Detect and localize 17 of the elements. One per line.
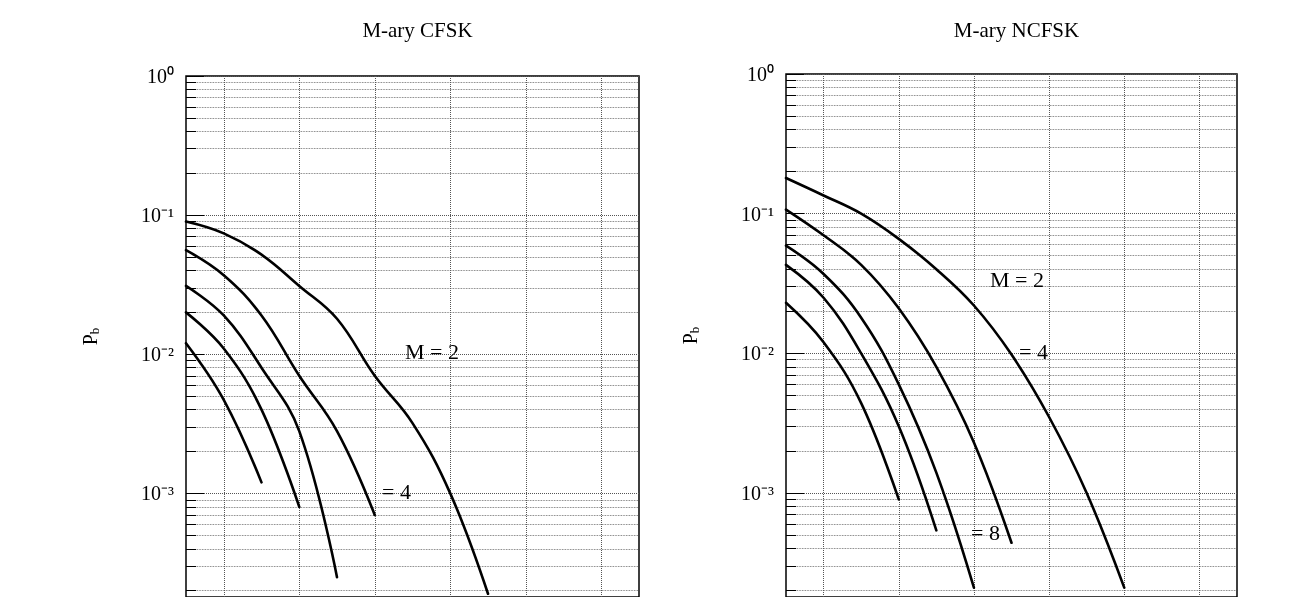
chart-title: M-ary NCFSK <box>953 17 1080 42</box>
y-tick-label: 10⁻³ <box>741 481 774 504</box>
y-axis-title: Pb <box>78 327 102 346</box>
annotation: M = 2 <box>405 338 459 364</box>
annotation: = 8 <box>971 519 1000 545</box>
y-tick-label: 10⁻² <box>741 342 774 365</box>
annotation: = 4 <box>1019 338 1048 364</box>
y-tick-label: 10⁰ <box>147 65 174 87</box>
y-tick-label: 10⁻² <box>141 343 174 366</box>
annotation: = 4 <box>382 478 411 504</box>
y-tick-label: 10⁰ <box>747 63 774 85</box>
y-tick-label: 10⁻¹ <box>141 204 174 227</box>
annotation: M = 2 <box>990 266 1044 292</box>
chart-title: M-ary CFSK <box>362 17 473 42</box>
y-tick-label: 10⁻³ <box>141 482 174 505</box>
y-tick-label: 10⁻¹ <box>741 202 774 225</box>
y-axis-title: Pb <box>678 326 702 345</box>
